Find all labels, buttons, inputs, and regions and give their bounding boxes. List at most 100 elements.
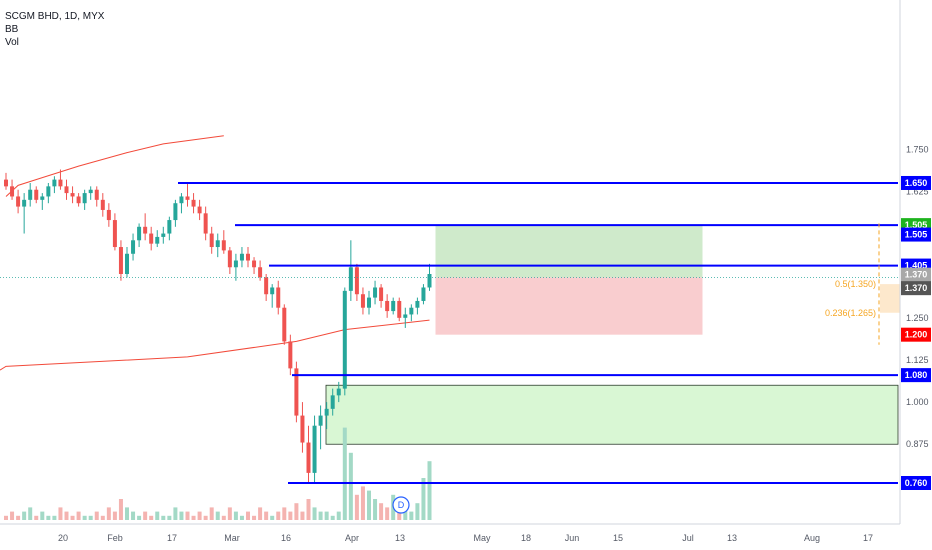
volume-bar <box>385 507 390 520</box>
candle-body <box>209 233 214 248</box>
x-tick-label: Feb <box>107 533 123 543</box>
volume-bar <box>373 499 378 520</box>
volume-bar <box>76 511 81 520</box>
x-tick-label: 16 <box>281 533 291 543</box>
candle-body <box>40 196 45 200</box>
volume-bar <box>22 511 27 520</box>
volume-bar <box>246 511 250 520</box>
volume-bar <box>379 503 384 520</box>
volume-bar <box>118 499 123 520</box>
candle-body <box>118 247 123 274</box>
candle-body <box>100 199 105 210</box>
volume-bar <box>282 507 287 520</box>
candle-body <box>330 395 335 409</box>
x-tick-label: Jun <box>565 533 580 543</box>
candle-body <box>64 186 69 194</box>
candle-body <box>173 203 178 221</box>
price-tag-label: 1.200 <box>905 330 928 340</box>
volume-bar <box>221 515 226 520</box>
volume-bar <box>4 515 8 520</box>
candlesticks: D <box>4 169 432 514</box>
candle-body <box>185 196 190 200</box>
candle-body <box>34 189 39 200</box>
indicator-bb[interactable]: BB <box>5 24 19 35</box>
indicator-volume[interactable]: Vol <box>5 37 19 48</box>
volume-bar <box>276 511 281 520</box>
time-axis[interactable]: 20 Feb 17 Mar 16 Apr 13 May 18 Jun 15 Jul 13 Aug 17 <box>0 523 900 543</box>
volume-bar <box>46 515 51 520</box>
price-tag-label: 1.405 <box>905 261 928 271</box>
candle-body <box>197 206 202 214</box>
volume-bar <box>294 503 299 520</box>
volume-bar <box>191 515 196 520</box>
candle-body <box>125 253 129 274</box>
dividend-marker-label: D <box>398 500 405 510</box>
candle-body <box>131 240 136 254</box>
volume-bar <box>137 515 142 520</box>
candle-body <box>221 240 226 251</box>
volume-bar <box>318 511 323 520</box>
volume-bar <box>258 507 263 520</box>
price-tag-label: 1.370 <box>905 270 928 280</box>
x-tick-label: 13 <box>395 533 405 543</box>
candle-body <box>421 287 426 301</box>
candle-body <box>403 314 408 318</box>
volume-bar <box>88 515 93 520</box>
volume-bar <box>82 515 87 520</box>
y-tick-label: 1.125 <box>906 355 929 365</box>
candle-body <box>391 300 396 312</box>
volume-bar <box>131 511 136 520</box>
volume-bar <box>100 515 105 520</box>
volume-bar <box>227 507 232 520</box>
volume-bar <box>167 515 172 520</box>
candle-body <box>282 307 287 342</box>
candle-body <box>300 415 305 443</box>
candle-body <box>264 277 269 295</box>
volume-bar <box>215 511 220 520</box>
candle-body <box>288 341 293 369</box>
volume-bar <box>367 490 371 520</box>
price-tag <box>901 267 931 282</box>
volume-bar <box>52 515 57 520</box>
candle-body <box>155 236 160 244</box>
volume-bar <box>125 507 129 520</box>
volume-bar <box>342 427 347 520</box>
volume-bar <box>185 511 190 520</box>
volume-bar <box>16 515 21 520</box>
volume-bar <box>161 515 166 520</box>
y-tick-label: 1.750 <box>906 144 929 154</box>
volume-bar <box>427 461 432 520</box>
horizontal-levels <box>0 181 898 484</box>
price-tag <box>901 281 931 296</box>
candle-body <box>233 260 238 268</box>
volume-bar <box>336 511 341 520</box>
volume-bar <box>173 507 178 520</box>
volume-bar <box>306 499 311 520</box>
candle-body <box>367 297 371 308</box>
volume-bar <box>415 503 420 520</box>
target-zone <box>435 225 703 278</box>
candle-body <box>379 287 384 301</box>
x-tick-label: Aug <box>804 533 820 543</box>
candle-body <box>143 226 148 234</box>
price-axis[interactable]: 1.7501.6251.5001.3751.2501.1251.0000.875… <box>899 0 932 550</box>
candle-body <box>427 273 432 288</box>
y-tick-label: 0.875 <box>906 439 929 449</box>
dividend-marker <box>392 496 410 514</box>
candle-body <box>58 179 63 187</box>
ma-200-line <box>0 319 430 371</box>
volume-bar <box>143 511 148 520</box>
candle-body <box>22 199 27 207</box>
candle-body <box>294 368 299 416</box>
volume-bar <box>64 511 69 520</box>
volume-bar <box>233 511 238 520</box>
candle-body <box>373 287 378 298</box>
volume-bar <box>360 486 365 520</box>
candle-body <box>70 193 75 197</box>
candle-body <box>106 209 111 221</box>
candle-body <box>161 233 166 237</box>
candle-body <box>409 307 414 315</box>
volume-bar <box>312 507 317 520</box>
candle-body <box>94 189 99 200</box>
